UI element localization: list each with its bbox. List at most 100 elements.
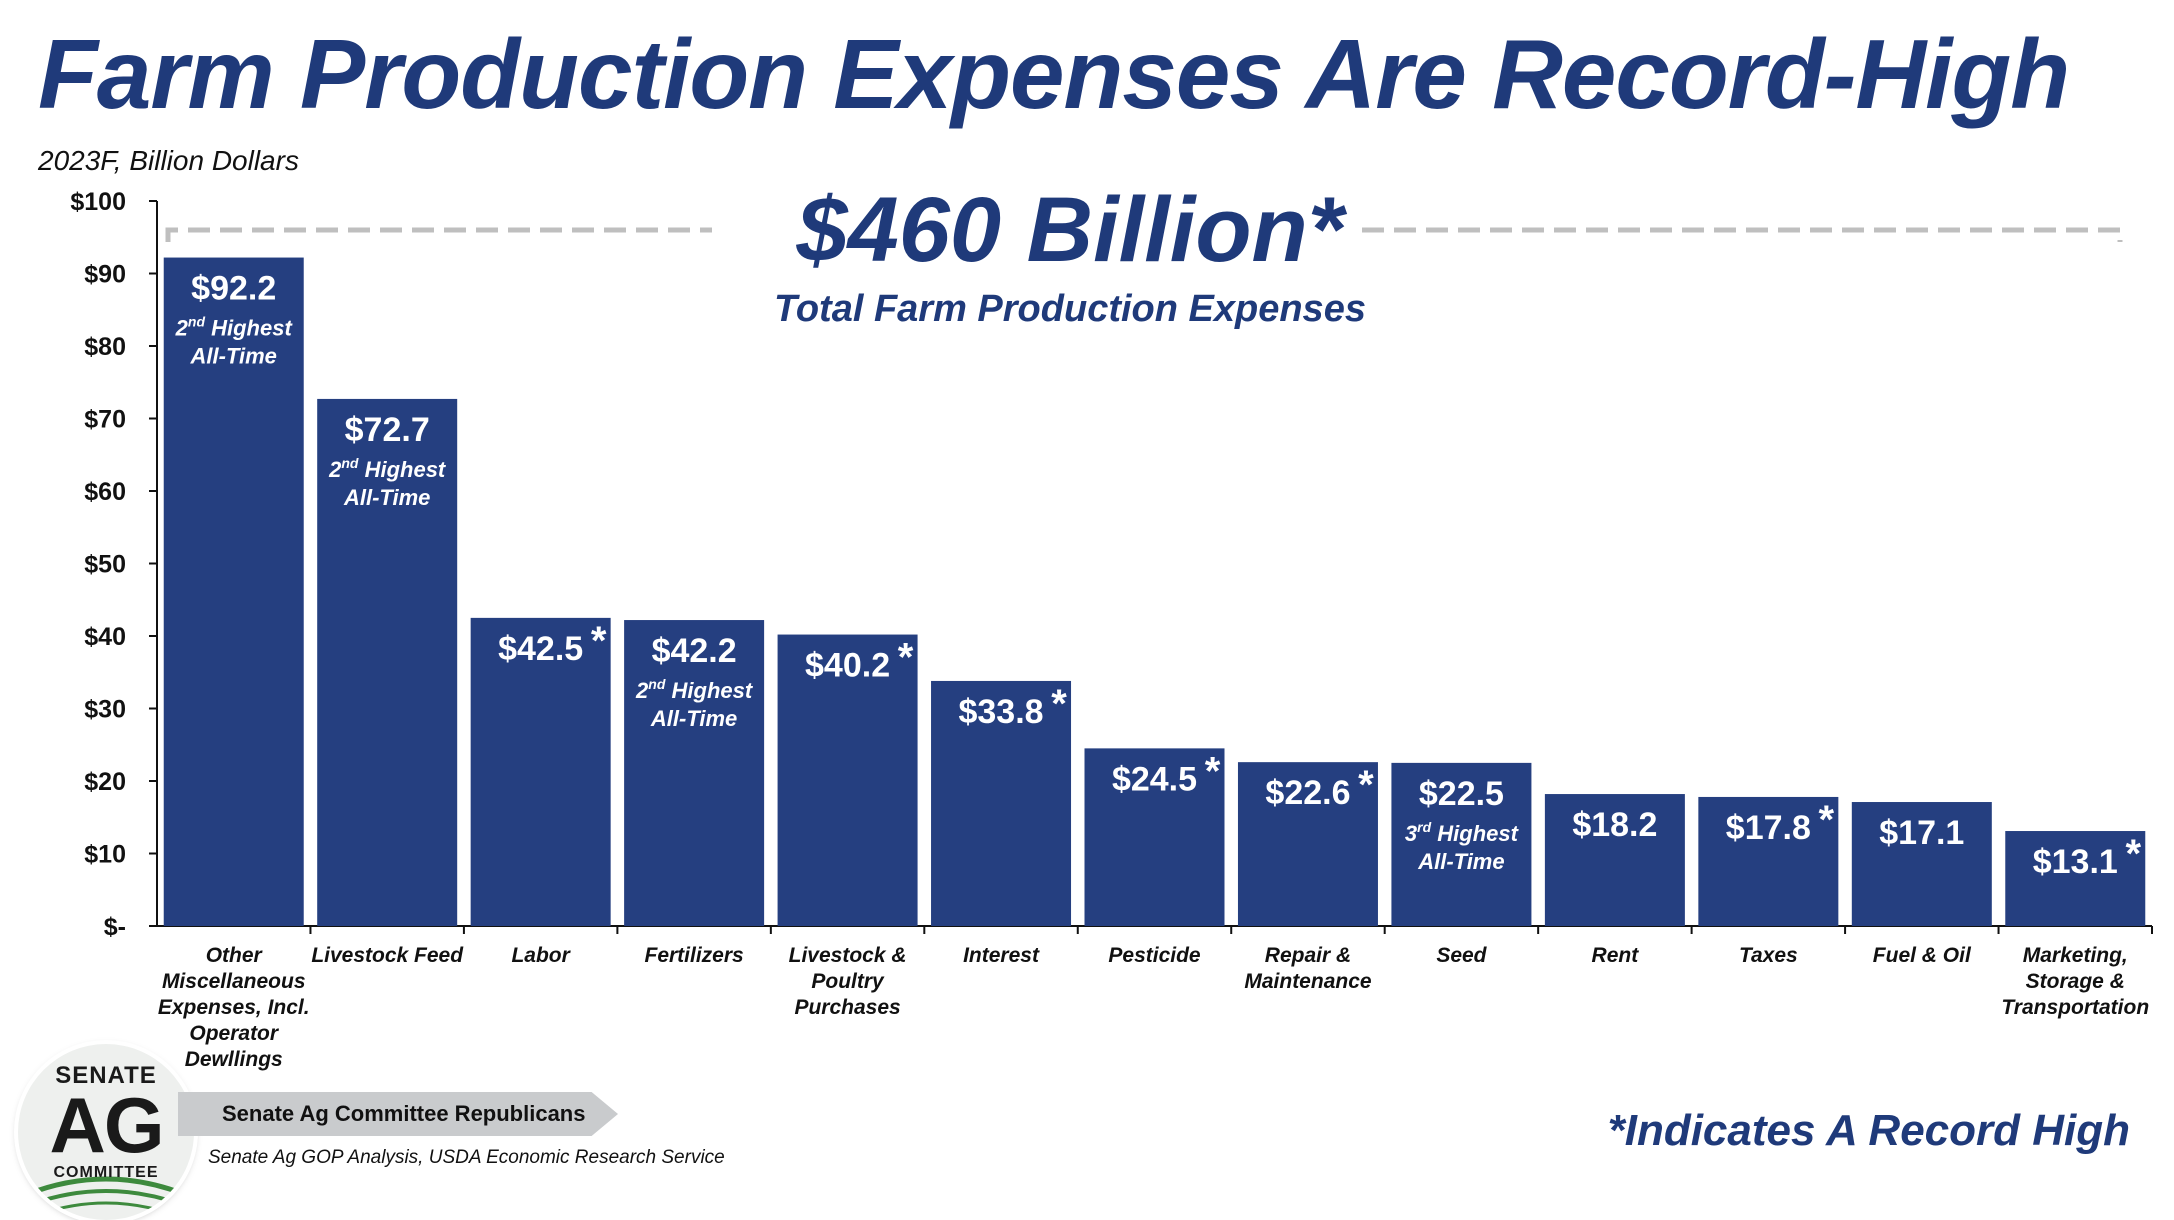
bar-value-label: $22.6 [1265,774,1350,812]
seal-field-lines [27,1176,185,1216]
record-high-marker: * [1819,798,1835,842]
category-label: Other Miscellaneous Expenses, Incl. Operato… [158,944,310,1071]
rank-suffix: nd [341,455,359,471]
bar-value-label: $33.8 [958,693,1043,731]
category-label: Seed [1436,944,1487,967]
rank-word: Highest [1431,821,1519,846]
footer-banner-text: Senate Ag Committee Republicans [222,1101,586,1126]
rank-note-line1: 2nd Highest [175,314,294,341]
y-tick-label: $60 [84,478,126,506]
rank-suffix: rd [1417,819,1431,835]
category-label-line: Rent [1592,944,1640,967]
record-high-marker: * [1051,682,1067,726]
total-bracket-right [1362,227,2123,242]
y-tick-label: $90 [84,261,126,289]
bar [163,257,304,926]
bar [931,680,1072,926]
category-label-line: Miscellaneous [162,970,306,993]
category-label: Fuel & Oil [1873,944,1972,967]
category-label: Livestock & Poultry Purchases [789,944,907,1019]
category-label: Taxes [1739,944,1798,967]
category-label-line: Taxes [1739,944,1798,967]
rank-number: 2 [328,457,342,482]
rank-note-line2: All-Time [343,485,430,510]
category-label: Marketing, Storage & Transportation [2001,944,2149,1019]
category-label-line: Poultry [811,970,885,993]
bar-value-label: $42.2 [652,632,737,670]
category-label-line: Other [206,944,264,967]
rank-number: 3 [1405,821,1417,846]
y-tick-label: $20 [84,768,126,796]
category-label: Interest [963,944,1040,967]
total-caption: Total Farm Production Expenses [774,288,1366,330]
record-high-marker: * [591,619,607,663]
y-tick-label: $80 [84,333,126,361]
category-label-line: Seed [1436,944,1487,967]
category-label-line: Transportation [2001,996,2149,1019]
bar-value-label: $72.7 [345,411,430,449]
category-label-line: Repair & [1265,944,1351,967]
footer-banner [178,1092,618,1136]
category-label-line: Livestock Feed [311,944,464,967]
seal-text-main: AG [49,1081,165,1169]
bar [1391,762,1532,926]
bar [777,634,918,926]
category-label-line: Operator [189,1022,280,1045]
bar-value-label: $92.2 [191,270,276,308]
y-tick-label: $40 [84,623,126,651]
y-tick-label: $50 [84,551,126,579]
y-tick-label: $70 [84,406,126,434]
rank-suffix: nd [188,314,206,330]
record-high-marker: * [1358,763,1374,807]
category-label-line: Storage & [2026,970,2125,993]
category-label-line: Dewllings [185,1048,283,1071]
category-label: Fertilizers [645,944,744,967]
y-tick-label: $- [104,913,126,941]
rank-note-line1: 3rd Highest [1405,819,1520,846]
rank-note-line1: 2nd Highest [635,676,754,703]
rank-note-line2: All-Time [1417,849,1504,874]
category-label: Repair & Maintenance [1244,944,1372,993]
total-value: $460 Billion* [796,179,1344,281]
rank-note-line2: All-Time [190,344,277,369]
bar-value-label: $17.1 [1879,814,1964,852]
bar-value-label: $13.1 [2033,843,2118,881]
rank-note-line1: 2nd Highest [328,455,447,482]
category-label: Labor [511,944,571,967]
y-tick-label: $10 [84,841,126,869]
category-label-line: Purchases [794,996,900,1019]
bar [1084,748,1225,926]
chart-subtitle: 2023F, Billion Dollars [38,145,299,176]
bar-value-label: $22.5 [1419,775,1504,813]
rank-word: Highest [205,316,293,341]
category-label-line: Labor [511,944,571,967]
category-label-line: Marketing, [2023,944,2128,967]
rank-number: 2 [635,678,649,703]
rank-suffix: nd [648,676,666,692]
record-high-marker: * [898,636,914,680]
rank-word: Highest [358,457,446,482]
bar [2005,831,2146,926]
bar-value-label: $24.5 [1112,760,1197,798]
seal-text-bottom: COMMITTEE [53,1164,159,1181]
category-label: Livestock Feed [311,944,464,967]
bar-value-label: $18.2 [1572,806,1657,844]
category-label-line: Livestock & [789,944,907,967]
y-tick-label: $100 [70,188,126,216]
bar [470,617,611,926]
record-high-marker: * [2125,832,2141,876]
bar-value-label: $42.5 [498,630,583,668]
seal-text-top: SENATE [55,1062,157,1089]
source-note: Senate Ag GOP Analysis, USDA Economic Re… [208,1147,725,1168]
record-high-marker: * [1205,749,1221,793]
y-tick-label: $30 [84,696,126,724]
bar [1237,762,1378,926]
category-label-line: Pesticide [1108,944,1201,967]
total-bracket-left [165,227,712,242]
category-label: Rent [1592,944,1640,967]
bar [317,398,458,926]
chart-title: Farm Production Expenses Are Record-High [38,19,2070,129]
category-label: Pesticide [1108,944,1201,967]
rank-word: Highest [665,678,753,703]
